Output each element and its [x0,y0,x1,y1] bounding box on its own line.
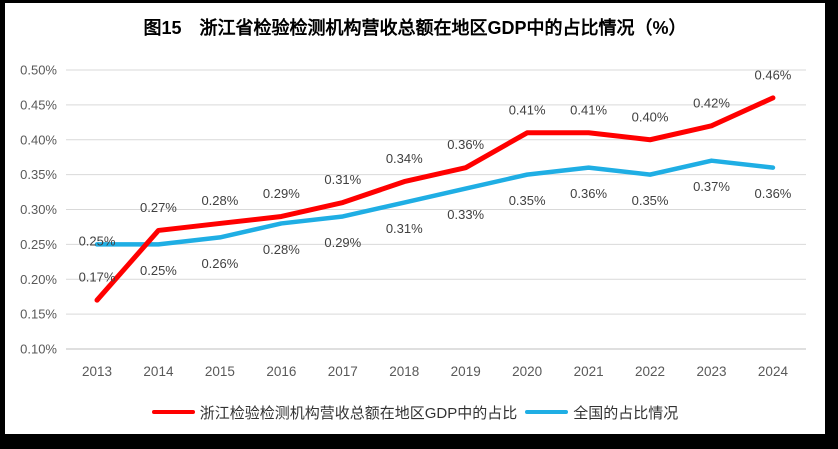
x-tick-label: 2013 [82,364,112,379]
data-label: 0.40% [632,109,669,124]
legend-item-national: 全国的占比情况 [525,402,678,423]
x-tick-label: 2016 [266,364,296,379]
blue-line-swatch [525,410,569,414]
x-tick-label: 2023 [696,364,726,379]
data-label: 0.33% [447,207,484,222]
chart-title: 图15 浙江省检验检测机构营收总额在地区GDP中的占比情况（%） [143,18,687,38]
y-tick-label: 0.30% [20,202,57,217]
x-tick-label: 2020 [512,364,542,379]
x-tick-label: 2018 [389,364,419,379]
data-label: 0.46% [755,67,792,82]
x-tick-label: 2024 [758,364,789,379]
legend-label-zhejiang: 浙江检验检测机构营收总额在地区GDP中的占比 [199,404,518,422]
data-label: 0.31% [324,172,361,187]
data-label: 0.35% [509,193,546,208]
x-tick-label: 2015 [205,364,235,379]
y-tick-label: 0.40% [20,132,57,147]
data-label: 0.41% [570,102,607,117]
data-label: 0.42% [693,95,730,110]
series-line-0 [94,95,776,303]
data-label: 0.29% [263,186,300,201]
data-label: 0.31% [386,221,423,236]
data-label: 0.28% [263,242,300,257]
x-tick-label: 2014 [143,364,174,379]
chart-area: 图15 浙江省检验检测机构营收总额在地区GDP中的占比情况（%） 0.10% 0.… [5,3,825,434]
series-line-1 [94,158,776,247]
legend-item-zhejiang: 浙江检验检测机构营收总额在地区GDP中的占比 [151,402,518,423]
y-tick-label: 0.15% [20,307,57,322]
data-label: 0.25% [140,263,177,278]
legend: 浙江检验检测机构营收总额在地区GDP中的占比 全国的占比情况 [5,402,825,422]
data-label: 0.34% [386,151,423,166]
y-tick-label: 0.50% [20,63,57,78]
data-label: 0.29% [324,235,361,250]
data-label: 0.36% [755,186,792,201]
data-label: 0.26% [201,256,238,271]
y-tick-label: 0.45% [20,97,57,112]
y-tick-label: 0.25% [20,237,57,252]
data-label: 0.17% [79,270,116,285]
y-tick-label: 0.10% [20,342,57,357]
data-label: 0.37% [693,179,730,194]
data-label: 0.25% [79,233,116,248]
x-tick-label: 2017 [328,364,358,379]
line-chart: 0.10% 0.15% 0.20% 0.25% 0.30% 0.35% 0.40% 0.45%… [20,63,806,379]
legend-label-national: 全国的占比情况 [573,404,679,422]
data-label: 0.36% [447,137,484,152]
data-label: 0.27% [140,200,177,215]
x-tick-label: 2019 [451,364,481,379]
data-label: 0.28% [201,193,238,208]
x-tick-label: 2022 [635,364,665,379]
data-label: 0.35% [632,193,669,208]
y-tick-label: 0.35% [20,167,57,182]
red-line-swatch [151,410,195,414]
x-tick-label: 2021 [574,364,604,379]
data-label: 0.41% [509,102,546,117]
data-label: 0.36% [570,186,607,201]
y-tick-label: 0.20% [20,272,57,287]
